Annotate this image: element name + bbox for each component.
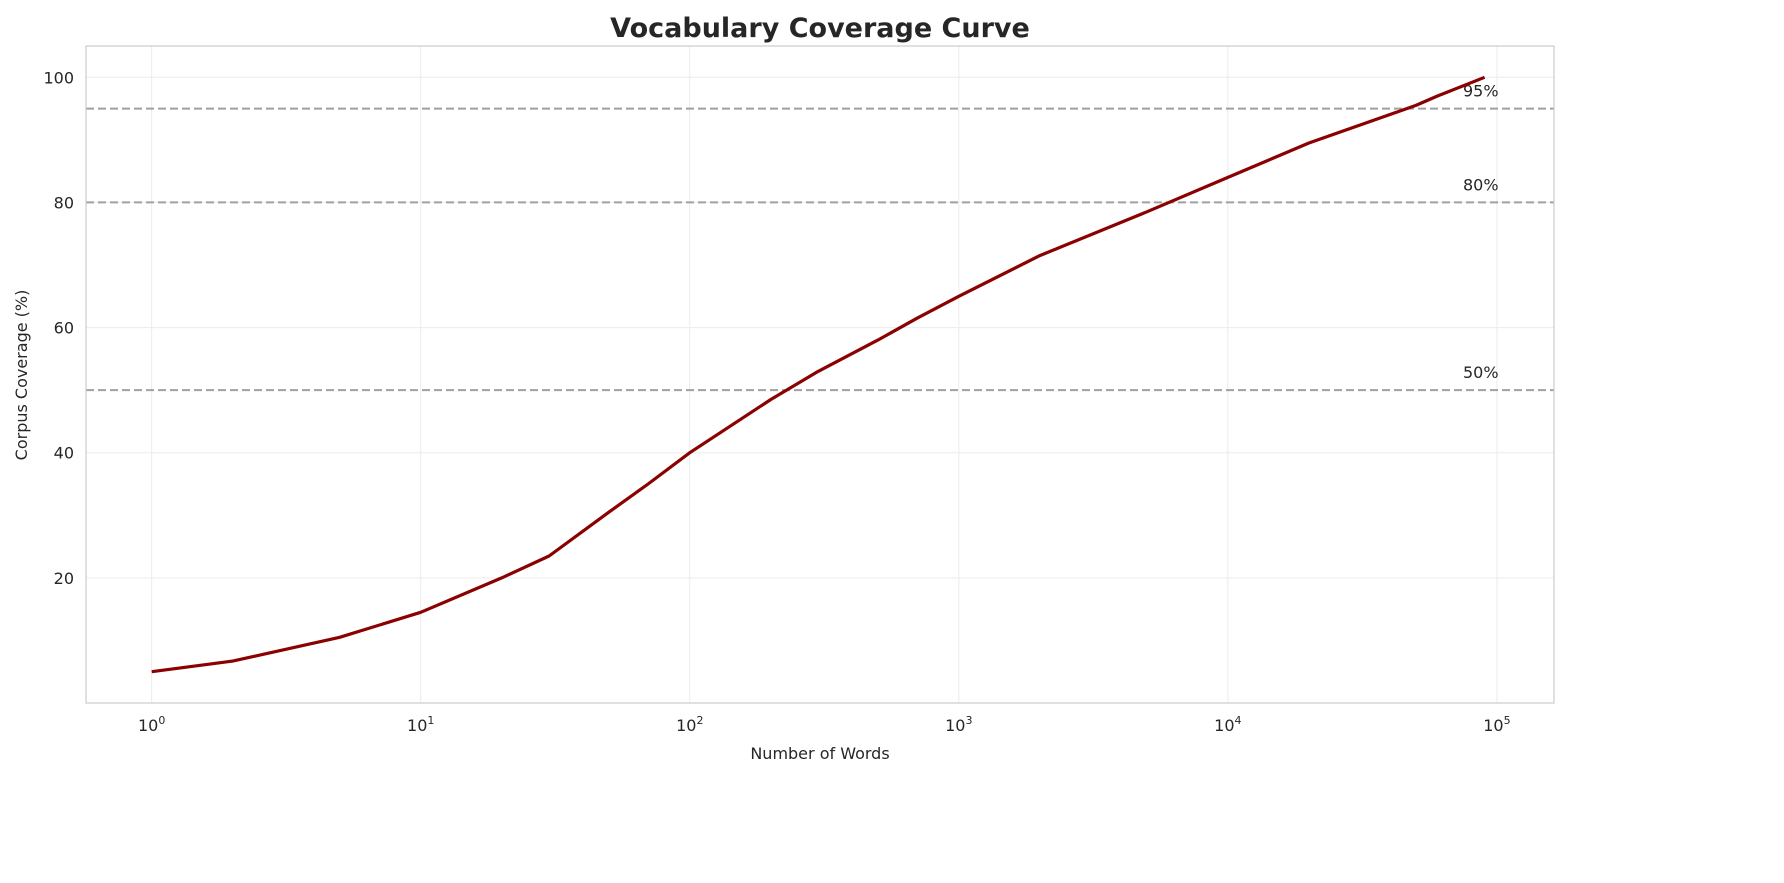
- reference-lines: 95% 80% 50%: [86, 82, 1554, 392]
- x-tick-label: 100: [138, 714, 165, 735]
- reference-label-50: 50%: [1463, 363, 1499, 382]
- x-ticks: 100 101 102 103 104 105: [138, 714, 1511, 735]
- y-tick-label: 40: [54, 444, 74, 463]
- y-ticks: 20 40 60 80 100: [43, 68, 74, 588]
- y-tick-label: 80: [54, 193, 74, 212]
- y-tick-label: 60: [54, 319, 74, 338]
- x-axis-label: Number of Words: [750, 744, 889, 763]
- y-tick-label: 100: [43, 68, 74, 87]
- x-tick-label: 101: [407, 714, 434, 735]
- chart-title: Vocabulary Coverage Curve: [610, 13, 1030, 44]
- coverage-line: [151, 75, 1486, 674]
- series: [151, 75, 1486, 674]
- reference-label-80: 80%: [1463, 175, 1499, 194]
- reference-label-95: 95%: [1463, 82, 1499, 101]
- plot-frame: [85, 45, 1555, 704]
- y-tick-label: 20: [54, 569, 74, 588]
- x-tick-label: 105: [1483, 714, 1510, 735]
- x-tick-label: 102: [676, 714, 703, 735]
- x-tick-label: 103: [945, 714, 972, 735]
- y-axis-label: Corpus Coverage (%): [12, 290, 31, 461]
- x-tick-label: 104: [1214, 714, 1241, 735]
- grid: [86, 46, 1554, 703]
